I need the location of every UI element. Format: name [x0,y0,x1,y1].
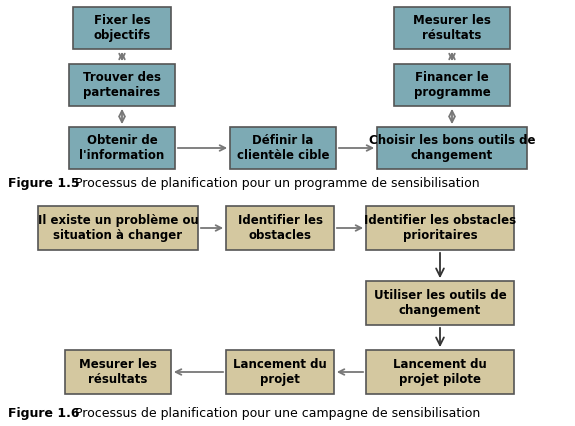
Text: Trouver des
partenaires: Trouver des partenaires [83,71,161,99]
FancyBboxPatch shape [38,206,198,250]
Text: Processus de planification pour un programme de sensibilisation: Processus de planification pour un progr… [75,176,480,190]
FancyBboxPatch shape [65,350,171,394]
Text: Fixer les
objectifs: Fixer les objectifs [93,14,151,42]
Text: Définir la
clientèle cible: Définir la clientèle cible [237,134,329,162]
Text: Financer le
programme: Financer le programme [413,71,490,99]
Text: Utiliser les outils de
changement: Utiliser les outils de changement [374,289,507,317]
FancyBboxPatch shape [230,127,336,169]
FancyBboxPatch shape [69,64,175,106]
Text: Lancement du
projet: Lancement du projet [233,358,327,386]
FancyBboxPatch shape [394,7,510,49]
FancyBboxPatch shape [366,350,514,394]
Text: Processus de planification pour une campagne de sensibilisation: Processus de planification pour une camp… [75,406,480,420]
FancyBboxPatch shape [226,350,334,394]
Text: Obtenir de
l'information: Obtenir de l'information [79,134,164,162]
Text: Lancement du
projet pilote: Lancement du projet pilote [393,358,487,386]
Text: Identifier les
obstacles: Identifier les obstacles [237,214,323,242]
Text: Figure 1.6: Figure 1.6 [8,406,79,420]
Text: Choisir les bons outils de
changement: Choisir les bons outils de changement [369,134,535,162]
FancyBboxPatch shape [73,7,171,49]
Text: Figure 1.5: Figure 1.5 [8,176,79,190]
Text: Mesurer les
résultats: Mesurer les résultats [79,358,157,386]
FancyBboxPatch shape [377,127,527,169]
Text: Il existe un problème ou
situation à changer: Il existe un problème ou situation à cha… [37,214,198,242]
FancyBboxPatch shape [366,206,514,250]
FancyBboxPatch shape [69,127,175,169]
FancyBboxPatch shape [394,64,510,106]
FancyBboxPatch shape [226,206,334,250]
FancyBboxPatch shape [366,281,514,325]
Text: Mesurer les
résultats: Mesurer les résultats [413,14,491,42]
Text: Identifier les obstacles
prioritaires: Identifier les obstacles prioritaires [364,214,516,242]
